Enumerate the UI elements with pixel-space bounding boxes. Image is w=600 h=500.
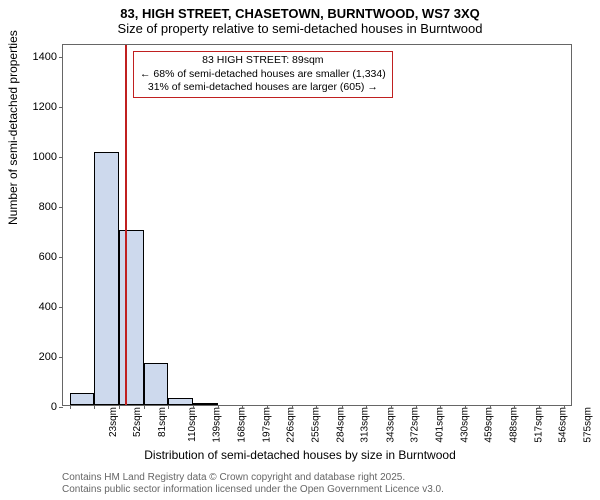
annotation-box: 83 HIGH STREET: 89sqm← 68% of semi-detac… <box>133 51 393 98</box>
histogram-chart: 020040060080010001200140023sqm52sqm81sqm… <box>62 44 572 406</box>
x-tick-label: 313sqm <box>356 407 371 443</box>
x-tick-label: 343sqm <box>381 407 396 443</box>
x-tick-label: 110sqm <box>183 407 198 442</box>
x-tick-label: 488sqm <box>505 407 520 443</box>
x-tick-label: 517sqm <box>529 407 544 443</box>
footer-attribution: Contains HM Land Registry data © Crown c… <box>62 472 444 496</box>
title-line-2: Size of property relative to semi-detach… <box>0 21 600 36</box>
x-tick-label: 23sqm <box>104 407 119 437</box>
x-tick-label: 284sqm <box>331 407 346 443</box>
x-tick-label: 81sqm <box>153 407 168 437</box>
x-tick-label: 430sqm <box>455 407 470 443</box>
histogram-bar <box>119 230 144 405</box>
annotation-line2: ← 68% of semi-detached houses are smalle… <box>140 68 386 82</box>
x-tick-label: 226sqm <box>282 407 297 443</box>
x-tick-label: 168sqm <box>233 407 248 443</box>
x-tick-label: 139sqm <box>208 407 223 443</box>
footer-line-1: Contains HM Land Registry data © Crown c… <box>62 472 444 484</box>
x-tick-label: 459sqm <box>480 407 495 443</box>
x-tick-label: 401sqm <box>431 407 446 443</box>
title-line-1: 83, HIGH STREET, CHASETOWN, BURNTWOOD, W… <box>0 6 600 21</box>
property-marker-line <box>125 45 127 405</box>
x-tick-label: 52sqm <box>128 407 143 437</box>
annotation-line1: 83 HIGH STREET: 89sqm <box>140 54 386 68</box>
histogram-bar <box>144 363 169 405</box>
x-tick-label: 575sqm <box>579 407 594 443</box>
x-axis-label: Distribution of semi-detached houses by … <box>0 448 600 462</box>
x-tick-label: 372sqm <box>406 407 421 443</box>
footer-line-2: Contains public sector information licen… <box>62 484 444 496</box>
annotation-line3: 31% of semi-detached houses are larger (… <box>140 81 386 95</box>
histogram-bar <box>168 398 193 405</box>
x-tick-label: 546sqm <box>554 407 569 443</box>
x-tick-label: 255sqm <box>307 407 322 443</box>
x-tick-label: 197sqm <box>257 407 272 443</box>
histogram-bar <box>193 403 218 405</box>
chart-title: 83, HIGH STREET, CHASETOWN, BURNTWOOD, W… <box>0 0 600 36</box>
y-axis-label: Number of semi-detached properties <box>6 30 20 225</box>
histogram-bar <box>94 152 119 405</box>
histogram-bar <box>70 393 95 405</box>
